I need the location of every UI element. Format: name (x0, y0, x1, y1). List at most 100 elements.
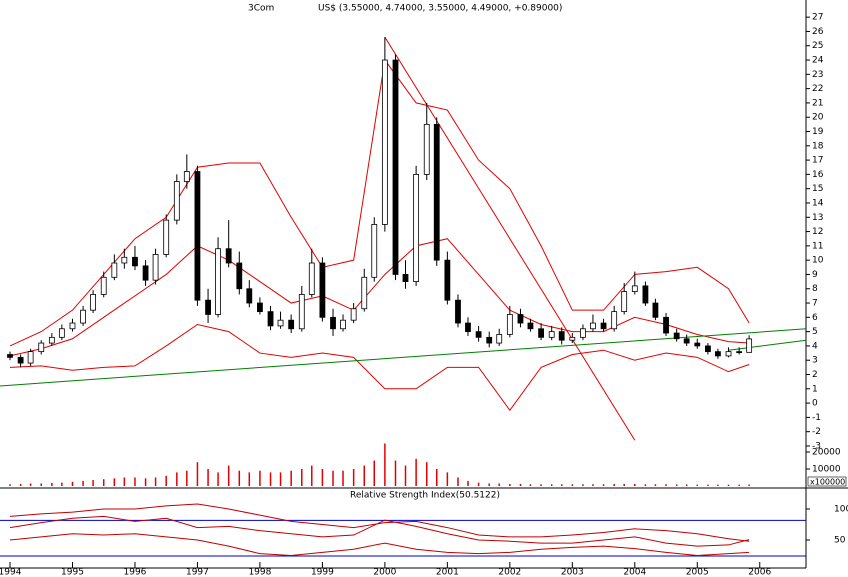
candle-body (413, 173, 420, 282)
candle-body (673, 332, 680, 340)
y-tick-label: 19 (812, 127, 824, 137)
x-tick-label: 1999 (311, 568, 334, 577)
y-tick-label: 16 (812, 170, 824, 180)
trendline (0, 328, 807, 387)
y-tick-label: 5 (812, 327, 818, 337)
candle-body (392, 59, 399, 275)
y-tick-label: 0 (812, 399, 818, 409)
candle-body (257, 302, 263, 313)
y-tick-label: 13 (812, 213, 823, 223)
candle-body (433, 123, 440, 261)
candle-body (600, 322, 607, 330)
candle-body (173, 181, 180, 221)
y-tick-label: 14 (812, 198, 824, 208)
candle-body (527, 322, 534, 330)
rsi-line (9, 515, 750, 547)
candle-body (558, 331, 565, 341)
candle-body (38, 342, 45, 353)
y-tick-label: 23 (812, 70, 823, 80)
candle-body (361, 276, 368, 310)
x-tick-label: 1996 (124, 568, 147, 577)
x-tick-label: 1997 (186, 568, 209, 577)
y-tick-label: 7 (812, 299, 818, 309)
y-tick-label: 8 (812, 284, 818, 294)
candle-body (27, 351, 34, 364)
candle-body (663, 316, 669, 334)
candle-body (288, 319, 295, 330)
candle-body (80, 309, 86, 324)
x-tick-label: 2000 (373, 568, 396, 577)
candle-body (475, 331, 482, 338)
x-tick-label: 1998 (248, 568, 271, 577)
y-tick-label: 12 (812, 227, 823, 237)
candle-body (538, 328, 544, 338)
trendline (728, 339, 807, 351)
candle-body (569, 336, 576, 341)
y-tick-label: 9 (812, 270, 818, 280)
candle-body (277, 319, 284, 327)
y-tick-label: 25 (812, 41, 823, 51)
candle-body (694, 342, 701, 347)
candle-body (298, 294, 305, 330)
candle-body (455, 299, 461, 324)
x-tick-label: 2001 (436, 568, 459, 577)
candle-body (69, 322, 76, 330)
candle-body (611, 311, 618, 330)
y-tick-label: 20 (812, 113, 824, 123)
candle-body (340, 319, 346, 330)
candle-body (17, 356, 24, 364)
chart-subtitle: US$ (3.55000, 4.74000, 3.55000, 4.49000,… (318, 4, 562, 14)
candle-body (642, 285, 649, 304)
candle-body (517, 314, 524, 324)
x-tick-label: 2003 (561, 568, 584, 577)
rsi-tick-label: 50 (834, 535, 846, 545)
rsi-tick-label: 100 (834, 504, 848, 514)
y-tick-label: 3 (812, 356, 818, 366)
candle-body (215, 248, 221, 315)
candle-body (621, 291, 628, 313)
volume-tick-label: 10000 (812, 465, 841, 475)
x-tick-label: 1995 (61, 568, 84, 577)
unit-box (807, 476, 847, 487)
volume-tick-label: 20000 (812, 448, 841, 458)
candle-body (58, 328, 65, 338)
candle-body (152, 254, 159, 281)
y-tick-label: -3 (812, 441, 821, 451)
candle-body (652, 302, 659, 318)
candle-body (163, 219, 170, 255)
candle-body (371, 224, 378, 278)
x-tick-label: 2005 (686, 568, 709, 577)
y-tick-label: 24 (812, 56, 824, 66)
candle-body (7, 354, 13, 358)
candle-body (580, 328, 586, 338)
candle-body (142, 265, 149, 281)
candle-body (350, 308, 357, 321)
y-tick-label: 2 (812, 370, 818, 380)
candle-body (423, 123, 430, 175)
y-tick-label: 1 (812, 384, 818, 394)
chart-title: 3Com (248, 4, 274, 14)
rsi-line (9, 503, 750, 542)
candle-body (100, 276, 107, 295)
candle-body (90, 294, 96, 311)
candle-body (308, 262, 315, 295)
x-tick-label: 2006 (748, 568, 771, 577)
y-tick-label: 17 (812, 156, 823, 166)
candle-body (246, 288, 253, 304)
bollinger-band (9, 238, 750, 357)
y-tick-label: -1 (812, 413, 821, 423)
y-tick-label: 6 (812, 313, 818, 323)
bollinger-band (9, 323, 750, 412)
y-tick-label: 22 (812, 84, 823, 94)
candle-body (683, 338, 690, 344)
x-tick-label: 2002 (498, 568, 521, 577)
y-tick-label: 26 (812, 27, 824, 37)
x-tick-label: 1994 (0, 568, 22, 577)
y-tick-label: 10 (812, 256, 824, 266)
candle-body (381, 59, 388, 225)
candle-body (590, 322, 596, 330)
y-tick-label: 18 (812, 141, 824, 151)
candle-body (496, 334, 503, 344)
candle-body (486, 336, 493, 344)
